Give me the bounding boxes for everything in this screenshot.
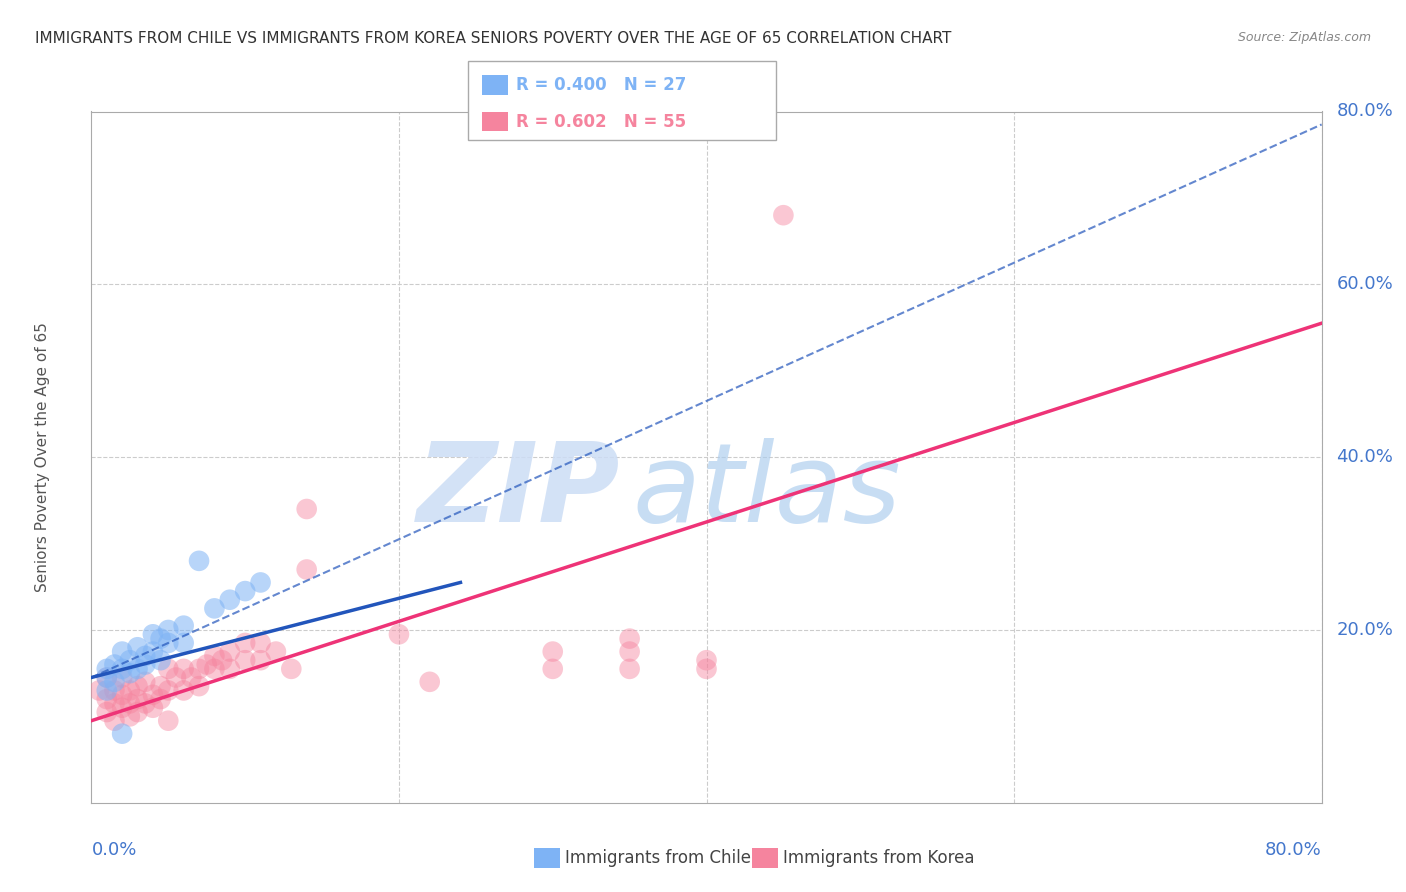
Point <box>111 700 134 714</box>
Point <box>541 662 564 676</box>
Point <box>180 671 202 685</box>
Point <box>249 653 271 667</box>
Point <box>118 697 141 711</box>
Point <box>111 662 134 676</box>
Point <box>118 683 141 698</box>
Point <box>157 683 180 698</box>
Point <box>165 671 187 685</box>
Point <box>149 632 172 646</box>
Point <box>127 662 149 676</box>
Point <box>157 623 180 637</box>
Text: 0.0%: 0.0% <box>91 841 136 859</box>
Point <box>96 671 118 685</box>
Point <box>142 644 165 658</box>
Text: R = 0.400   N = 27: R = 0.400 N = 27 <box>516 76 686 95</box>
Point <box>173 636 195 650</box>
Point <box>619 632 641 646</box>
Point <box>233 584 256 599</box>
Text: 80.0%: 80.0% <box>1336 103 1393 120</box>
Text: 60.0%: 60.0% <box>1336 276 1393 293</box>
Point <box>149 653 172 667</box>
Point <box>118 666 141 681</box>
Point <box>173 683 195 698</box>
Point <box>118 653 141 667</box>
Point <box>111 726 134 740</box>
Point <box>127 640 149 655</box>
Point <box>619 662 641 676</box>
Point <box>157 636 180 650</box>
Point <box>118 709 141 723</box>
Point <box>388 627 411 641</box>
Point <box>218 592 240 607</box>
Point <box>419 674 441 689</box>
Point <box>142 700 165 714</box>
Text: Source: ZipAtlas.com: Source: ZipAtlas.com <box>1237 31 1371 45</box>
Point <box>295 502 318 516</box>
Text: Immigrants from Chile: Immigrants from Chile <box>565 849 751 867</box>
Point <box>142 627 165 641</box>
Text: Seniors Poverty Over the Age of 65: Seniors Poverty Over the Age of 65 <box>35 322 49 592</box>
Point <box>111 688 134 702</box>
Point <box>127 705 149 719</box>
Text: 40.0%: 40.0% <box>1336 448 1393 467</box>
Point <box>211 653 233 667</box>
Point <box>295 562 318 576</box>
Text: Immigrants from Korea: Immigrants from Korea <box>783 849 974 867</box>
Point <box>127 692 149 706</box>
Point <box>134 648 156 663</box>
Text: atlas: atlas <box>633 438 901 545</box>
Point <box>233 636 256 650</box>
Point <box>134 674 156 689</box>
Point <box>772 208 794 222</box>
Point <box>134 697 156 711</box>
Point <box>264 644 287 658</box>
Point <box>173 662 195 676</box>
Point <box>696 662 718 676</box>
Point <box>541 644 564 658</box>
Point <box>218 644 240 658</box>
Point <box>111 671 134 685</box>
Point <box>202 601 225 615</box>
Point <box>202 662 225 676</box>
Text: R = 0.602   N = 55: R = 0.602 N = 55 <box>516 112 686 130</box>
Point <box>696 653 718 667</box>
Point <box>103 683 125 698</box>
Point <box>111 644 134 658</box>
Point <box>173 618 195 632</box>
Point <box>280 662 302 676</box>
Point <box>96 705 118 719</box>
Point <box>149 692 172 706</box>
Point <box>249 636 271 650</box>
Text: IMMIGRANTS FROM CHILE VS IMMIGRANTS FROM KOREA SENIORS POVERTY OVER THE AGE OF 6: IMMIGRANTS FROM CHILE VS IMMIGRANTS FROM… <box>35 31 952 46</box>
Point <box>195 657 218 672</box>
Point <box>87 683 110 698</box>
Point <box>142 688 165 702</box>
Point <box>157 714 180 728</box>
Text: ZIP: ZIP <box>418 438 620 545</box>
Point <box>188 679 211 693</box>
Point <box>103 714 125 728</box>
Point <box>103 674 125 689</box>
Point <box>96 671 118 685</box>
Point <box>103 697 125 711</box>
Point <box>188 662 211 676</box>
Point <box>157 662 180 676</box>
Text: 80.0%: 80.0% <box>1265 841 1322 859</box>
Point <box>96 692 118 706</box>
Point <box>202 648 225 663</box>
Point <box>619 644 641 658</box>
Point <box>249 575 271 590</box>
Point <box>96 662 118 676</box>
Point <box>149 679 172 693</box>
Point <box>127 679 149 693</box>
Point <box>134 657 156 672</box>
Point <box>233 653 256 667</box>
Text: 20.0%: 20.0% <box>1336 621 1393 639</box>
Point <box>96 683 118 698</box>
Point <box>218 662 240 676</box>
Point <box>188 554 211 568</box>
Point <box>103 657 125 672</box>
